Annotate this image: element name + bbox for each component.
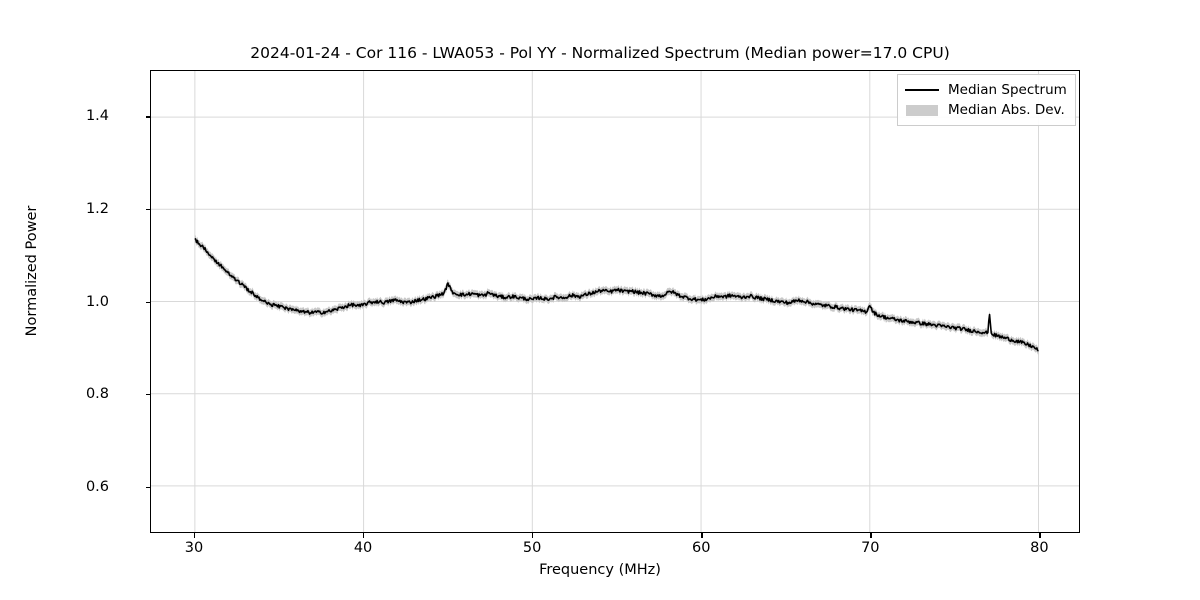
x-tick-label: 30 <box>184 540 204 556</box>
chart-title: 2024-01-24 - Cor 116 - LWA053 - Pol YY -… <box>250 44 950 62</box>
y-tick-label: 0.8 <box>85 386 109 403</box>
median-abs-dev-band <box>194 234 1039 355</box>
x-tick-label: 50 <box>522 540 542 556</box>
legend-label: Median Abs. Dev. <box>948 102 1065 118</box>
y-axis-label: Normalized Power <box>24 205 40 337</box>
legend-label: Median Spectrum <box>948 82 1067 98</box>
line-swatch-icon <box>905 83 939 97</box>
y-tick-mark <box>146 394 151 396</box>
legend-entry-median-abs-dev: Median Abs. Dev. <box>905 100 1067 120</box>
x-tick-mark <box>532 533 534 538</box>
x-tick-label: 70 <box>861 540 880 556</box>
x-tick-label: 60 <box>692 540 711 556</box>
y-tick-mark <box>146 208 151 211</box>
legend-entry-median-spectrum: Median Spectrum <box>905 80 1067 100</box>
x-tick-label: 80 <box>1030 540 1049 556</box>
x-tick-mark <box>701 533 703 538</box>
x-tick-mark <box>193 533 196 538</box>
y-tick-mark <box>146 116 151 118</box>
x-tick-mark <box>363 533 365 538</box>
y-tick-label: 1.4 <box>85 108 109 125</box>
data-plot <box>194 234 1039 355</box>
median-spectrum-line <box>194 237 1039 352</box>
y-tick-label: 1.2 <box>85 200 109 217</box>
x-axis-label: Frequency (MHz) <box>539 562 661 578</box>
x-tick-mark <box>870 533 872 538</box>
y-tick-mark <box>146 301 151 303</box>
y-tick-label: 1.0 <box>85 293 109 310</box>
chart-legend: Median Spectrum Median Abs. Dev. <box>897 74 1076 126</box>
y-tick-mark <box>146 486 151 488</box>
plot-area <box>150 70 1080 533</box>
x-tick-mark <box>1039 533 1041 538</box>
x-tick-label: 40 <box>353 540 373 556</box>
band-swatch-icon <box>905 103 939 117</box>
y-tick-label: 0.6 <box>85 478 109 495</box>
